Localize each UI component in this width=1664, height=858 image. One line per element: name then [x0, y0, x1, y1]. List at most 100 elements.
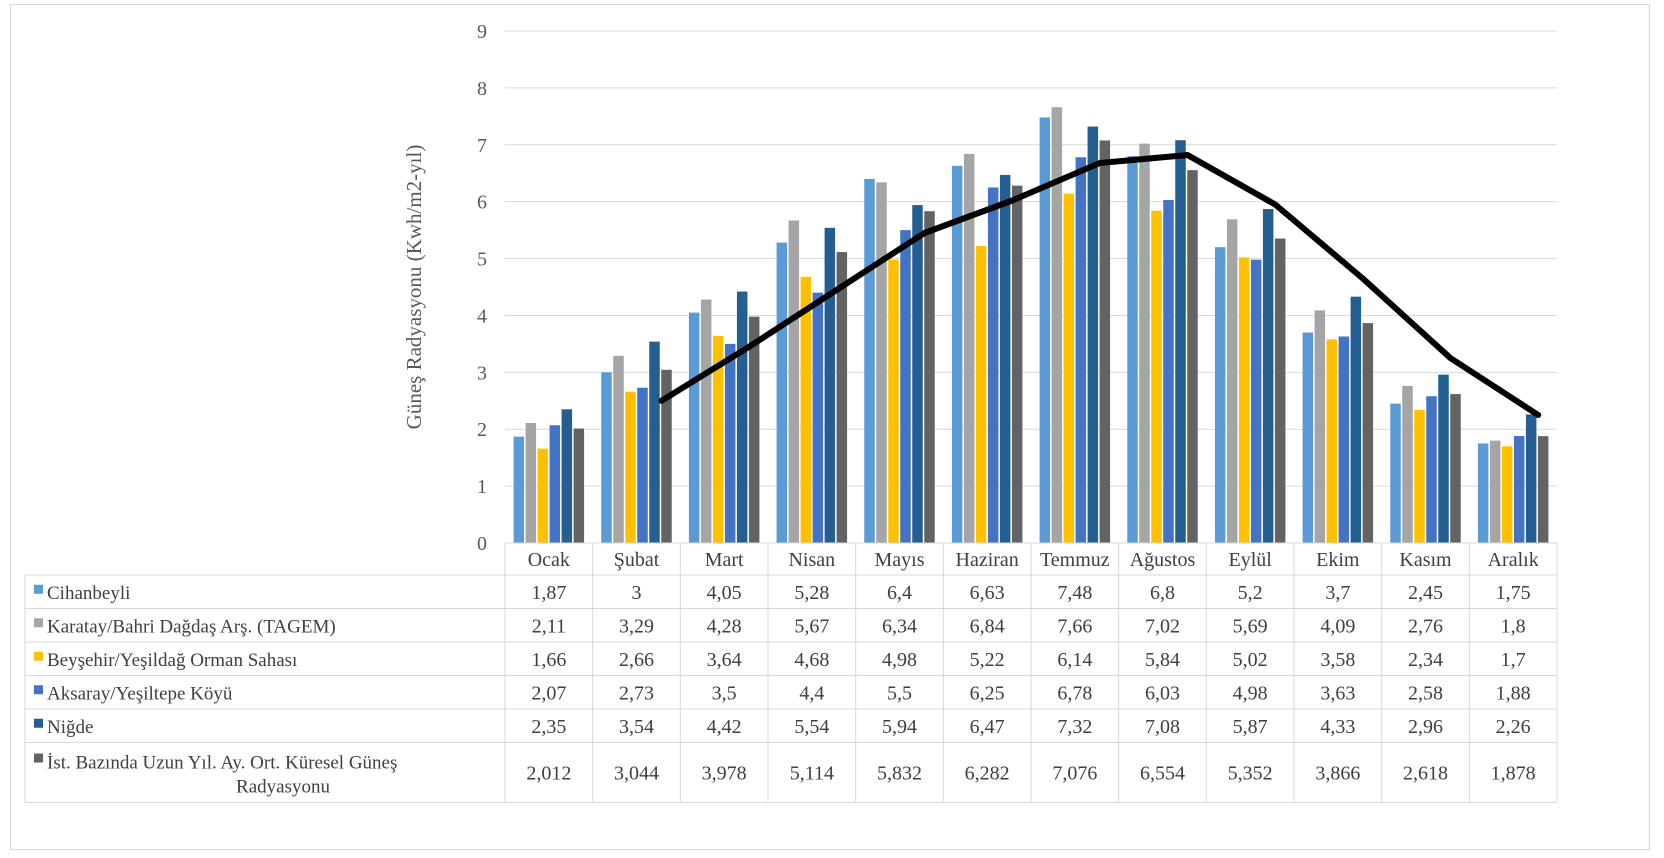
bar: [800, 276, 812, 543]
bar: [649, 341, 660, 543]
data-table-cell: 2,618: [1403, 763, 1448, 785]
bar: [1489, 440, 1501, 543]
data-table-cell: 2,58: [1408, 682, 1443, 704]
x-tick-label: Kasım: [1399, 549, 1452, 571]
bar: [1187, 170, 1198, 544]
data-table-cell: 5,94: [882, 716, 917, 738]
bar: [1302, 332, 1314, 543]
bar: [1075, 157, 1087, 543]
data-table-cell: 4,68: [794, 649, 829, 671]
data-table-cell: 1,66: [531, 649, 566, 671]
bar: [1326, 339, 1338, 543]
data-table-cell: 3,63: [1320, 682, 1355, 704]
x-tick-label: Ağustos: [1130, 549, 1196, 571]
bar: [1350, 296, 1362, 543]
data-table-cell: 7,08: [1145, 716, 1180, 738]
bar: [788, 220, 800, 543]
bar: [1450, 394, 1461, 543]
legend-label: Niğde: [47, 717, 93, 738]
legend-swatch: [34, 651, 43, 661]
x-tick-label: Ocak: [528, 549, 570, 571]
bar: [712, 335, 724, 543]
legend-label: Beyşehir/Yeşildağ Orman Sahası: [47, 650, 297, 671]
x-tick-label: Temmuz: [1040, 549, 1110, 571]
data-table-cell: 6,63: [970, 582, 1005, 604]
data-table-cell: 7,076: [1052, 763, 1097, 785]
data-table-cell: 3,866: [1315, 763, 1360, 785]
bar: [637, 387, 648, 543]
x-tick-label: Mayıs: [875, 549, 925, 571]
bar: [987, 187, 999, 543]
bar: [748, 316, 760, 543]
data-table-cell: 2,35: [531, 716, 566, 738]
bar: [1525, 414, 1537, 543]
trendline: [658, 152, 1542, 418]
data-table-cell: 2,73: [619, 682, 654, 704]
data-table-cell: 6,47: [970, 716, 1005, 738]
legend-label: Radyasyonu: [236, 777, 330, 798]
bar: [1513, 436, 1525, 543]
bar: [1226, 219, 1238, 543]
bar: [824, 227, 836, 543]
bar: [1338, 336, 1350, 543]
bar: [661, 369, 672, 543]
bar: [1250, 259, 1262, 543]
bar: [601, 372, 612, 543]
data-table-cell: 1,7: [1501, 649, 1526, 671]
data-table-cell: 5,28: [794, 582, 829, 604]
bar: [900, 230, 911, 543]
bar: [888, 259, 899, 543]
data-table-cell: 3: [632, 582, 642, 604]
legend-label: Aksaray/Yeşiltepe Köyü: [47, 683, 233, 704]
data-table-cell: 4,98: [1233, 682, 1268, 704]
bar: [1477, 443, 1489, 543]
data-table-cell: 5,352: [1228, 763, 1273, 785]
x-tick-label: Şubat: [614, 549, 660, 571]
x-tick-label: Haziran: [956, 549, 1019, 571]
data-table-cell: 3,978: [702, 763, 747, 785]
bar: [1414, 409, 1425, 543]
data-table-cell: 5,2: [1238, 582, 1263, 604]
data-table-cell: 1,87: [531, 582, 566, 604]
data-table-cell: 5,5: [887, 682, 912, 704]
y-tick-label: 3: [477, 362, 487, 384]
bar: [1051, 107, 1063, 543]
y-tick-label: 9: [477, 21, 487, 43]
data-table-cell: 2,07: [531, 682, 566, 704]
data-table-cell: 5,84: [1145, 649, 1180, 671]
data-table-cell: 3,044: [614, 763, 659, 785]
data-table-cell: 2,45: [1408, 582, 1443, 604]
legend-label: Karatay/Bahri Dağdaş Arş. (TAGEM): [47, 616, 336, 637]
data-table-cell: 6,25: [970, 682, 1005, 704]
legend-swatch: [34, 618, 43, 628]
legend-label: Cihanbeyli: [47, 583, 130, 604]
bar: [1127, 156, 1138, 543]
legend-swatch: [34, 718, 43, 728]
data-table-cell: 3,29: [619, 615, 654, 637]
data-table-cell: 4,05: [707, 582, 742, 604]
y-axis-label: Güneş Radyasyonu (Kwh/m2-yıl): [402, 145, 426, 430]
bar: [864, 178, 875, 543]
bar: [573, 428, 585, 543]
bar: [1214, 247, 1226, 543]
bar: [1262, 209, 1274, 543]
bar: [700, 299, 712, 543]
legend-swatch: [34, 685, 43, 695]
data-table-cell: 3,7: [1325, 582, 1350, 604]
bar: [1438, 374, 1449, 543]
bar: [1151, 210, 1162, 543]
bar: [525, 422, 537, 543]
data-table-cell: 6,4: [887, 582, 912, 604]
data-table-cell: 6,14: [1057, 649, 1092, 671]
data-table-cell: 5,87: [1233, 716, 1268, 738]
data-table-cell: 1,878: [1491, 763, 1536, 785]
data-table-cell: 5,67: [794, 615, 829, 637]
data-table-cell: 6,554: [1140, 763, 1185, 785]
data-table-cell: 1,8: [1501, 615, 1526, 637]
data-table-cell: 6,78: [1057, 682, 1092, 704]
y-tick-label: 4: [477, 305, 487, 327]
data-table-cell: 3,54: [619, 716, 654, 738]
bar: [975, 246, 987, 544]
data-table-cell: 6,8: [1150, 582, 1175, 604]
